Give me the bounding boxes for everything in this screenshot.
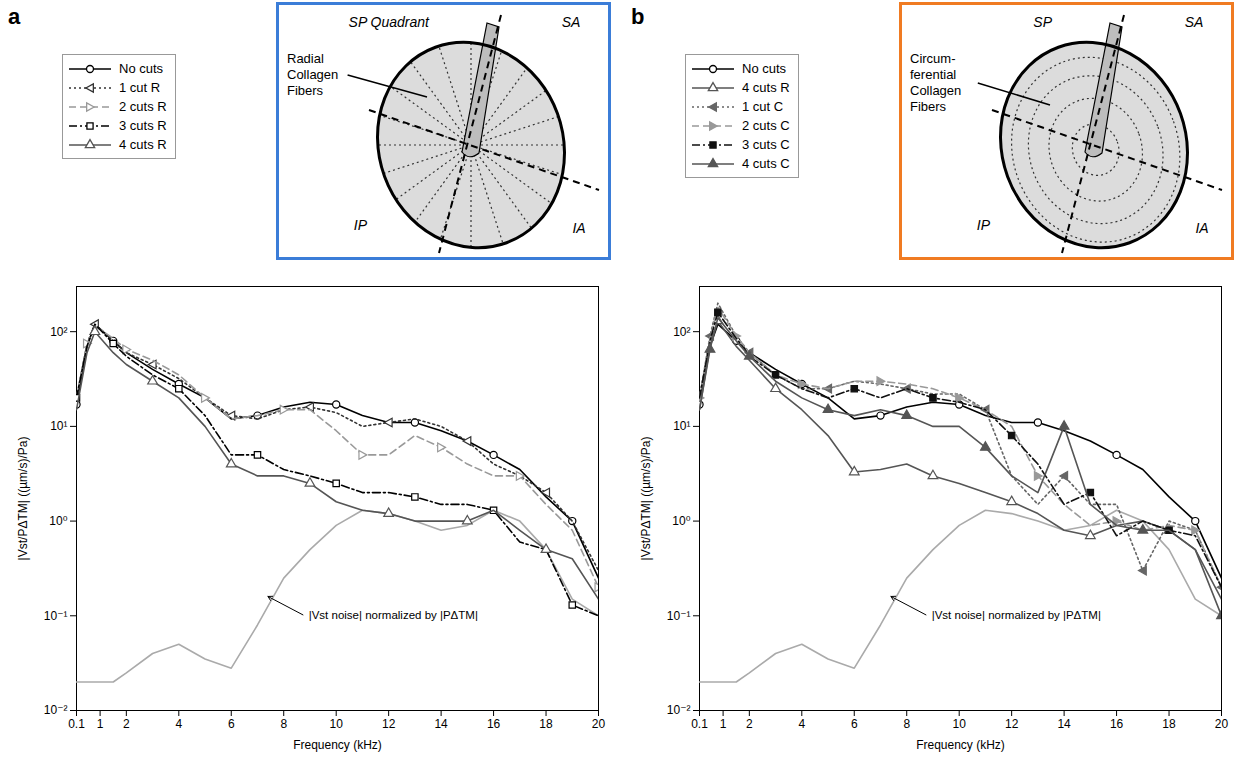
svg-text:Collagen: Collagen <box>287 67 338 82</box>
svg-text:SA: SA <box>1185 14 1204 30</box>
svg-text:10²: 10² <box>50 325 67 339</box>
svg-text:IA: IA <box>572 220 585 236</box>
svg-text:10⁻¹: 10⁻¹ <box>667 609 691 623</box>
svg-text:10¹: 10¹ <box>673 419 690 433</box>
svg-text:10⁻²: 10⁻² <box>44 703 68 717</box>
svg-text:20: 20 <box>1215 717 1229 731</box>
html-text:4 cuts R: 4 cuts R <box>742 80 790 95</box>
svg-text:Frequency (kHz): Frequency (kHz) <box>293 738 382 752</box>
svg-text:|Vst/PΔTM| ((µm/s)/Pa): |Vst/PΔTM| ((µm/s)/Pa) <box>16 437 30 561</box>
svg-text:20: 20 <box>592 717 606 731</box>
svg-text:Frequency (kHz): Frequency (kHz) <box>916 738 1005 752</box>
svg-text:10²: 10² <box>673 325 690 339</box>
html-text:1 cut C: 1 cut C <box>742 99 784 114</box>
svg-text:14: 14 <box>434 717 448 731</box>
svg-text:10: 10 <box>953 717 967 731</box>
html-text:1 cut R: 1 cut R <box>119 80 161 95</box>
svg-text:IA: IA <box>1195 220 1208 236</box>
svg-text:|Vst noise| normalized by |PΔT: |Vst noise| normalized by |PΔTM| <box>932 609 1101 621</box>
svg-text:18: 18 <box>539 717 553 731</box>
svg-text:2: 2 <box>746 717 753 731</box>
svg-text:10⁰: 10⁰ <box>672 514 690 528</box>
svg-text:12: 12 <box>1005 717 1019 731</box>
svg-text:Fibers: Fibers <box>287 83 324 98</box>
svg-text:18: 18 <box>1162 717 1176 731</box>
svg-text:2: 2 <box>123 717 130 731</box>
svg-text:10⁻¹: 10⁻¹ <box>44 609 68 623</box>
svg-text:0.1: 0.1 <box>68 717 85 731</box>
svg-text:1: 1 <box>720 717 727 731</box>
svg-text:0.1: 0.1 <box>691 717 708 731</box>
svg-text:Radial: Radial <box>287 51 324 66</box>
html-text:4 cuts R: 4 cuts R <box>119 137 167 152</box>
svg-text:8: 8 <box>903 717 910 731</box>
svg-text:16: 16 <box>487 717 501 731</box>
svg-text:ferential: ferential <box>910 67 956 82</box>
svg-text:6: 6 <box>851 717 858 731</box>
svg-text:4: 4 <box>175 717 182 731</box>
svg-text:1: 1 <box>97 717 104 731</box>
svg-text:SP Quadrant: SP Quadrant <box>349 14 431 30</box>
html-text:b: b <box>631 4 645 29</box>
svg-text:SA: SA <box>562 14 581 30</box>
svg-text:Collagen: Collagen <box>910 83 961 98</box>
html-text:No cuts: No cuts <box>742 61 787 76</box>
svg-text:8: 8 <box>280 717 287 731</box>
svg-text:6: 6 <box>228 717 235 731</box>
html-text:2 cuts C: 2 cuts C <box>742 118 790 133</box>
svg-text:4: 4 <box>798 717 805 731</box>
svg-text:IP: IP <box>977 217 991 233</box>
svg-text:|Vst noise| normalized by |PΔT: |Vst noise| normalized by |PΔTM| <box>309 609 478 621</box>
html-text:2 cuts R: 2 cuts R <box>119 99 167 114</box>
html-text:3 cuts C: 3 cuts C <box>742 137 790 152</box>
html-text:a: a <box>8 4 21 29</box>
svg-text:14: 14 <box>1057 717 1071 731</box>
svg-text:10⁻²: 10⁻² <box>667 703 691 717</box>
html-text:No cuts: No cuts <box>119 61 164 76</box>
svg-text:10: 10 <box>330 717 344 731</box>
html-text:4 cuts C: 4 cuts C <box>742 156 790 171</box>
svg-text:Circum-: Circum- <box>910 51 956 66</box>
svg-text:16: 16 <box>1110 717 1124 731</box>
svg-text:10⁰: 10⁰ <box>49 514 67 528</box>
svg-text:SP: SP <box>1033 14 1052 30</box>
svg-text:Fibers: Fibers <box>910 99 947 114</box>
svg-text:|Vst/PΔTM| ((µm/s)/Pa): |Vst/PΔTM| ((µm/s)/Pa) <box>639 437 653 561</box>
html-text:3 cuts R: 3 cuts R <box>119 118 167 133</box>
svg-text:IP: IP <box>354 217 368 233</box>
svg-text:12: 12 <box>382 717 396 731</box>
svg-text:10¹: 10¹ <box>50 419 67 433</box>
